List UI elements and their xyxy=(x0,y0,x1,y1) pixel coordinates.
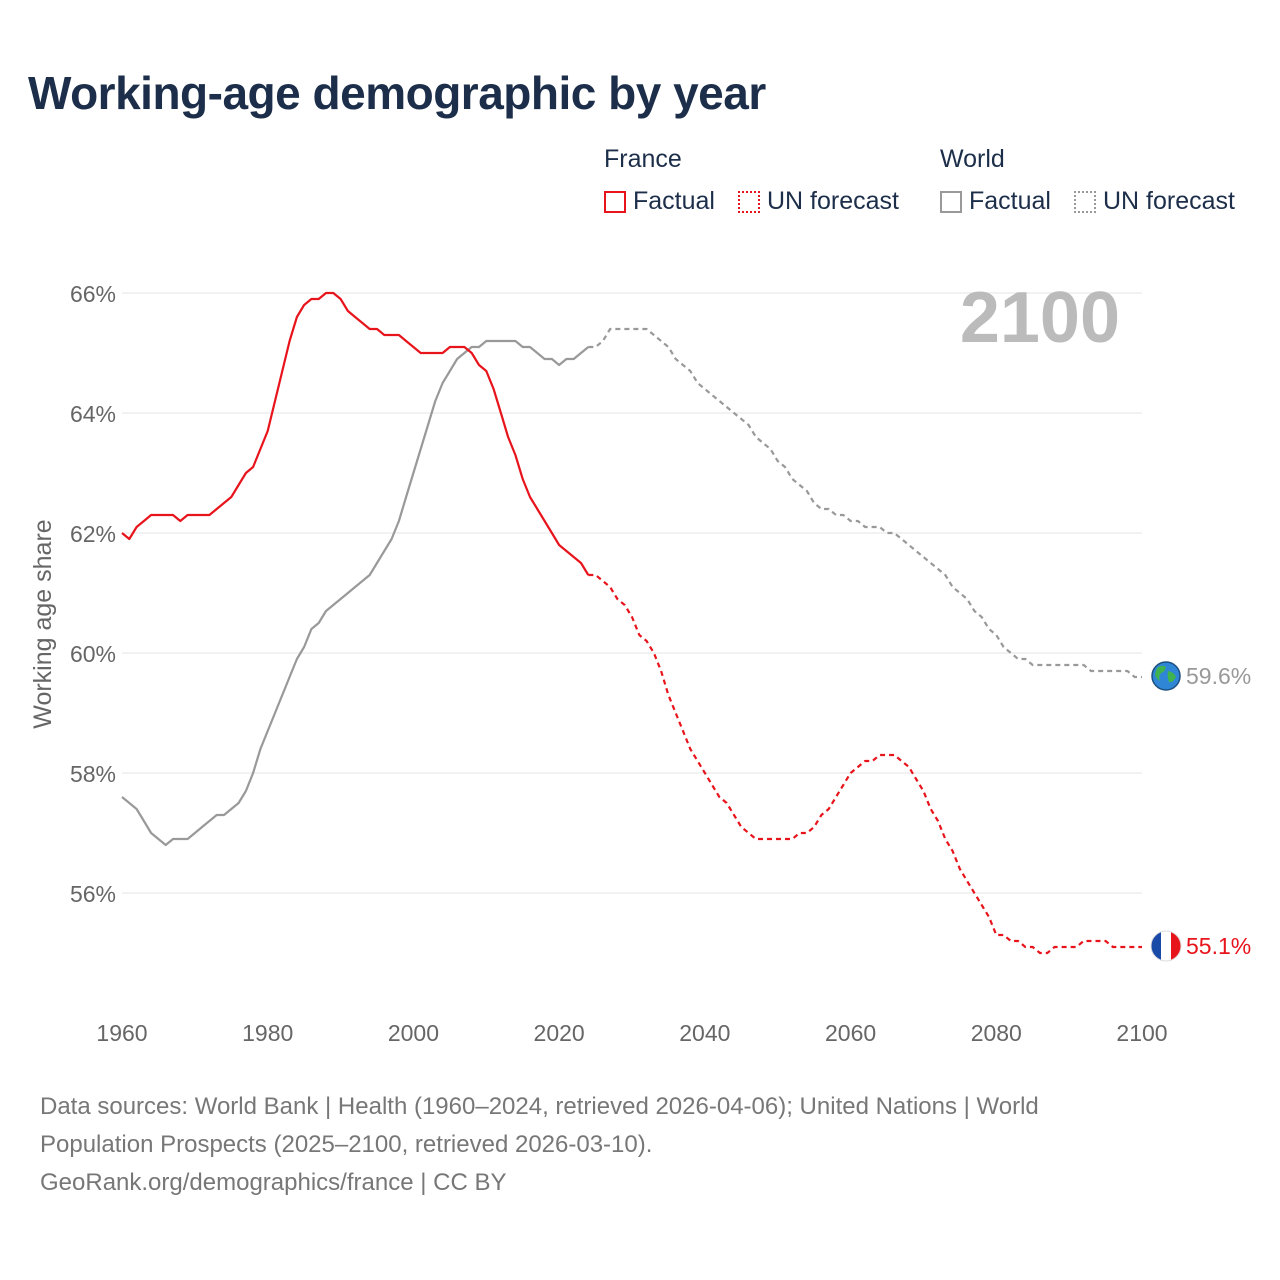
x-tick-label: 2040 xyxy=(679,1020,730,1046)
legend-france: France Factual UN forecast xyxy=(604,145,924,225)
world-un-forecast-line xyxy=(588,327,1142,679)
x-axis-ticks: 1960 1980 2000 2020 2040 2060 2080 2100 xyxy=(96,1020,1167,1046)
footer-sources: Data sources: World Bank | Health (1960–… xyxy=(40,1088,1220,1202)
footer-line-1: Data sources: World Bank | Health (1960–… xyxy=(40,1093,1039,1120)
gridlines xyxy=(122,292,1142,894)
x-tick-label: 2100 xyxy=(1116,1020,1167,1046)
legend-france-factual[interactable]: Factual xyxy=(604,187,715,216)
x-tick-label: 2060 xyxy=(825,1020,876,1046)
x-tick-label: 1960 xyxy=(96,1020,147,1046)
world-end-label: 59.6% xyxy=(1186,663,1251,689)
legend-france-forecast[interactable]: UN forecast xyxy=(738,187,899,216)
france-end-marker: 55.1% xyxy=(1150,930,1251,962)
y-tick-label: 64% xyxy=(70,401,116,427)
legend-france-factual-swatch xyxy=(604,190,626,213)
legend-france-forecast-swatch xyxy=(738,190,760,213)
france-flag-icon xyxy=(1151,931,1181,961)
y-tick-label: 58% xyxy=(70,761,116,787)
legend-world-forecast[interactable]: UN forecast xyxy=(1074,187,1235,216)
globe-land-shape xyxy=(1155,665,1176,683)
legend-world-forecast-swatch xyxy=(1074,190,1096,213)
y-axis-ticks: 56% 58% 60% 62% 64% 66% xyxy=(70,281,116,907)
chart-title: Working-age demographic by year xyxy=(28,67,766,119)
x-tick-label: 2020 xyxy=(534,1020,585,1046)
x-tick-label: 1980 xyxy=(242,1020,293,1046)
series xyxy=(121,291,1142,955)
legend-world-factual-swatch xyxy=(940,190,962,213)
x-tick-label: 2000 xyxy=(388,1020,439,1046)
legend-world: World Factual UN forecast xyxy=(940,145,1260,225)
footer-line-2: Population Prospects (2025–2100, retriev… xyxy=(40,1131,653,1158)
line-chart: 56% 58% 60% 62% 64% 66% 1960 1980 2000 2020 2040 2… xyxy=(29,278,1251,1046)
y-tick-label: 60% xyxy=(70,641,116,667)
world-factual-line xyxy=(121,339,589,847)
legend-world-heading: World xyxy=(940,145,1005,173)
legend-france-forecast-label: UN forecast xyxy=(767,187,899,215)
y-axis-label: Working age share xyxy=(29,519,57,728)
footer-line-3[interactable]: GeoRank.org/demographics/france | CC BY xyxy=(40,1169,507,1196)
france-end-label: 55.1% xyxy=(1186,933,1251,959)
y-tick-label: 66% xyxy=(70,281,116,307)
legend-world-factual-label: Factual xyxy=(969,187,1051,215)
france-un-forecast-line xyxy=(588,573,1142,955)
y-tick-label: 62% xyxy=(70,521,116,547)
x-tick-label: 2080 xyxy=(971,1020,1022,1046)
legend-france-factual-label: Factual xyxy=(633,187,715,215)
world-end-marker: 59.6% xyxy=(1151,661,1251,691)
legend-france-heading: France xyxy=(604,145,682,173)
y-tick-label: 56% xyxy=(70,881,116,907)
legend-world-forecast-label: UN forecast xyxy=(1103,187,1235,215)
france-factual-line xyxy=(121,291,590,576)
legend-world-factual[interactable]: Factual xyxy=(940,187,1051,216)
current-year-display: 2100 xyxy=(960,278,1120,358)
